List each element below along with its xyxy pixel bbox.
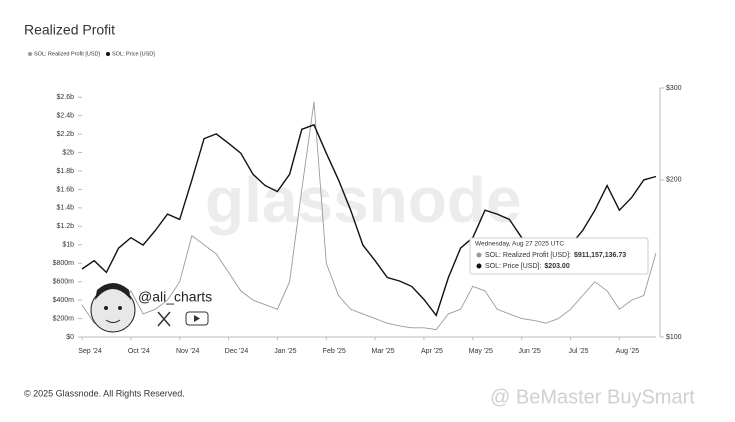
x-tick-label: May '25 bbox=[469, 348, 493, 355]
x-tick-label: Sep '24 bbox=[78, 348, 102, 355]
avatar bbox=[90, 283, 209, 333]
legend-marker bbox=[106, 52, 110, 56]
x-tick-label: Feb '25 bbox=[323, 348, 346, 355]
watermark: glassnode bbox=[205, 164, 522, 236]
tooltip-row: SOL: Price [USD]: $203.00 bbox=[485, 263, 570, 270]
y-tick-label: $1.8b bbox=[56, 168, 74, 175]
y-tick-label: $1.6b bbox=[56, 186, 74, 193]
y-tick-label: $2.6b bbox=[56, 94, 74, 101]
tooltip-row: SOL: Realized Profit [USD]: $911,157,136.… bbox=[485, 252, 626, 259]
tooltip-marker bbox=[476, 263, 482, 269]
tooltip-box bbox=[469, 237, 649, 275]
handle: @ali_charts bbox=[138, 289, 212, 305]
x-tick-label: Jul '25 bbox=[569, 348, 589, 355]
y-tick-label: $2b bbox=[62, 149, 74, 156]
y-tick-label: $0 bbox=[66, 334, 74, 341]
y-tick-label: $1.4b bbox=[56, 205, 74, 212]
x-tick-label: Jan '25 bbox=[274, 348, 296, 355]
y-tick-label: $2.4b bbox=[56, 113, 74, 120]
overlay-watermark: @ BeMaster BuySmart bbox=[490, 386, 695, 408]
y2-tick-label: $300 bbox=[666, 85, 682, 92]
x-tick-label: Oct '24 bbox=[128, 348, 150, 355]
x-tick-label: Mar '25 bbox=[372, 348, 395, 355]
y-tick-label: $1b bbox=[62, 242, 74, 249]
y2-tick-label: $200 bbox=[666, 177, 682, 184]
footer: © 2025 Glassnode. All Rights Reserved. bbox=[24, 388, 185, 398]
tooltip-date: Wednesday, Aug 27 2025 UTC bbox=[475, 241, 564, 248]
x-tick-label: Apr '25 bbox=[421, 348, 443, 355]
plot: $0 $200m $400m $600m $800m $1b $1.2b $1.4b $1.6b… bbox=[28, 51, 682, 355]
x-tick-label: Aug '25 bbox=[616, 348, 640, 355]
x-tick-label: Dec '24 bbox=[225, 348, 249, 355]
x-tick-label: Jun '25 bbox=[518, 348, 540, 355]
y-tick-label: $600m bbox=[53, 279, 75, 286]
y-tick-label: $2.2b bbox=[56, 131, 74, 138]
y-tick-label: $800m bbox=[53, 260, 75, 267]
series-line bbox=[81, 101, 657, 331]
legend-marker bbox=[28, 52, 32, 56]
x-tick-label: Nov '24 bbox=[176, 348, 200, 355]
y-tick-label: $400m bbox=[53, 297, 75, 304]
chart-title: Realized Profit bbox=[24, 22, 115, 38]
y-tick-label: $1.2b bbox=[56, 223, 74, 230]
y-tick-label: $200m bbox=[53, 315, 75, 322]
legend-label: SOL: Price [USD] bbox=[112, 51, 155, 57]
tooltip-name: SOL: Realized Profit [USD]: bbox=[485, 252, 571, 259]
tooltip-marker bbox=[476, 252, 482, 258]
tooltip-value: $911,157,136.73 bbox=[574, 252, 626, 259]
legend-label: SOL: Realized Profit [USD] bbox=[34, 51, 100, 57]
y2-tick-label: $100 bbox=[666, 334, 682, 341]
tooltip-value: $203.00 bbox=[544, 263, 569, 270]
tooltip-name: SOL: Price [USD]: bbox=[485, 263, 541, 270]
